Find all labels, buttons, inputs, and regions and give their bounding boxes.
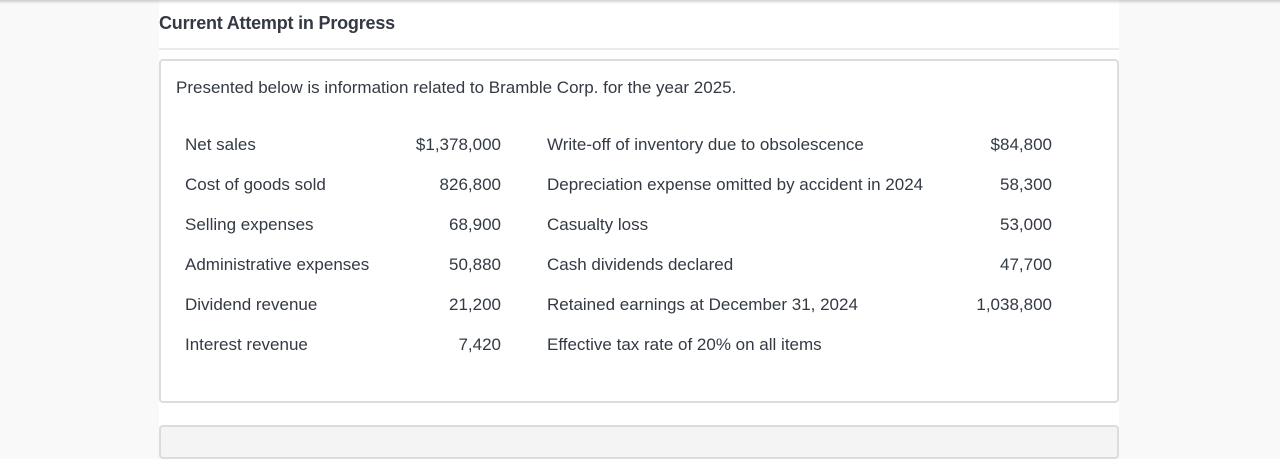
item-value: 826,800 [439,175,501,194]
item-value: 21,200 [449,295,501,314]
item-label: Net sales [185,135,256,154]
item-value: 47,700 [1000,255,1052,274]
table-row: Administrative expenses 50,880 Cash divi… [176,245,1052,285]
item-value: $84,800 [990,135,1052,154]
divider [159,48,1119,50]
table-row: Dividend revenue 21,200 Retained earning… [176,285,1052,325]
item-label: Depreciation expense omitted by accident… [547,175,924,194]
item-value [947,325,1052,365]
table-row: Interest revenue 7,420 Effective tax rat… [176,325,1052,365]
item-value: 1,038,800 [976,295,1052,314]
financial-data-table: Net sales $1,378,000 Write-off of invent… [176,125,1052,365]
item-label: Selling expenses [185,215,314,234]
item-value: 58,300 [1000,175,1052,194]
item-label: Administrative expenses [185,255,370,274]
spacer [501,165,547,205]
item-label: Effective tax rate of 20% on all items [547,335,822,354]
spacer [501,285,547,325]
item-label: Cash dividends declared [547,255,734,274]
top-shadow [0,0,1280,4]
table-row: Net sales $1,378,000 Write-off of invent… [176,125,1052,165]
item-value: 53,000 [1000,215,1052,234]
page-title: Current Attempt in Progress [159,13,395,33]
item-label: Interest revenue [185,335,308,354]
question-panel: Presented below is information related t… [159,59,1119,403]
table-row: Selling expenses 68,900 Casualty loss 53… [176,205,1052,245]
item-label: Dividend revenue [185,295,318,314]
item-label: Retained earnings at December 31, 2024 [547,295,858,314]
spacer [501,125,547,165]
item-value: $1,378,000 [415,135,501,154]
question-intro: Presented below is information related t… [176,78,737,97]
page-content: Current Attempt in Progress Presented be… [159,0,1119,459]
item-value: 50,880 [449,255,501,274]
item-label: Write-off of inventory due to obsolescen… [547,135,864,154]
item-label: Casualty loss [547,215,649,234]
spacer [501,205,547,245]
item-value: 68,900 [449,215,501,234]
next-panel [159,425,1119,459]
spacer [501,245,547,285]
spacer [501,325,547,365]
item-value: 7,420 [458,335,501,354]
table-row: Cost of goods sold 826,800 Depreciation … [176,165,1052,205]
item-label: Cost of goods sold [185,175,326,194]
